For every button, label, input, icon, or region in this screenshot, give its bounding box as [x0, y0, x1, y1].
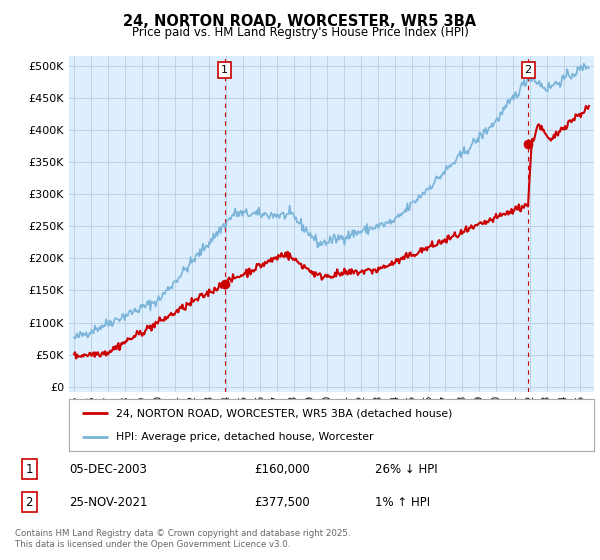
- Text: 1: 1: [26, 463, 33, 476]
- Text: Contains HM Land Registry data © Crown copyright and database right 2025.
This d: Contains HM Land Registry data © Crown c…: [15, 529, 350, 549]
- Text: £160,000: £160,000: [254, 463, 310, 476]
- Text: 24, NORTON ROAD, WORCESTER, WR5 3BA: 24, NORTON ROAD, WORCESTER, WR5 3BA: [124, 14, 476, 29]
- Text: 24, NORTON ROAD, WORCESTER, WR5 3BA (detached house): 24, NORTON ROAD, WORCESTER, WR5 3BA (det…: [116, 408, 452, 418]
- Text: 1: 1: [221, 65, 228, 75]
- Text: 05-DEC-2003: 05-DEC-2003: [70, 463, 148, 476]
- Text: Price paid vs. HM Land Registry's House Price Index (HPI): Price paid vs. HM Land Registry's House …: [131, 26, 469, 39]
- Text: 2: 2: [524, 65, 532, 75]
- Text: HPI: Average price, detached house, Worcester: HPI: Average price, detached house, Worc…: [116, 432, 374, 442]
- Text: 1% ↑ HPI: 1% ↑ HPI: [375, 496, 430, 509]
- Text: 25-NOV-2021: 25-NOV-2021: [70, 496, 148, 509]
- Text: £377,500: £377,500: [254, 496, 310, 509]
- Text: 26% ↓ HPI: 26% ↓ HPI: [375, 463, 437, 476]
- Text: 2: 2: [26, 496, 33, 509]
